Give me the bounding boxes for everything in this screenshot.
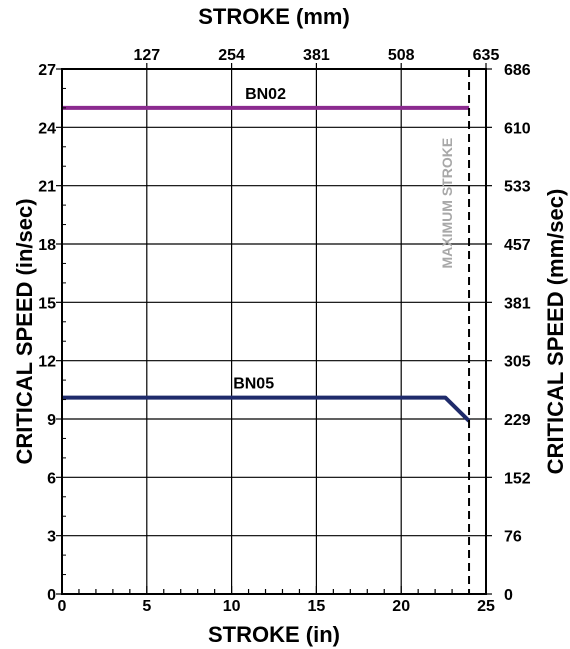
y-tick-label: 27	[38, 62, 56, 79]
x-tick-label: 25	[477, 598, 495, 615]
maximum-stroke-label: MAXIMUM STROKE	[439, 138, 455, 269]
series-line-bn05	[62, 395, 471, 423]
right-tick-label: 533	[504, 179, 531, 196]
y-tick-label: 6	[47, 470, 56, 487]
x-tick-label: 15	[308, 598, 326, 615]
y-axis-title: CRITICAL SPEED (in/sec)	[12, 198, 37, 464]
top-axis-title: STROKE (mm)	[198, 4, 350, 29]
x-tick-label: 0	[58, 598, 67, 615]
right-tick-labels: 0 76 152 229 305 381 457 533 610 686	[504, 62, 531, 604]
series-labels: BN02 BN05	[233, 86, 286, 393]
top-tick-labels: 127 254 381 508 635	[133, 47, 499, 64]
right-tick-label: 76	[504, 529, 522, 546]
y-tick-label: 21	[38, 179, 56, 196]
right-tick-label: 457	[504, 237, 531, 254]
x-tick-label: 5	[142, 598, 151, 615]
series-label-bn05: BN05	[233, 376, 274, 393]
x-tick-label: 20	[392, 598, 410, 615]
plot-frame	[61, 68, 487, 595]
y-tick-label: 12	[38, 354, 56, 371]
x-tick-labels: 0 5 10 15 20 25	[58, 598, 495, 615]
right-axis-title: CRITICAL SPEED (mm/sec)	[543, 189, 568, 475]
ticks	[56, 63, 492, 595]
x-tick-label: 10	[223, 598, 241, 615]
top-tick-label: 127	[133, 47, 160, 64]
top-tick-label: 508	[388, 47, 415, 64]
y-tick-labels: 0 3 6 9 12 15 18 21 24 27	[38, 62, 56, 604]
y-tick-label: 9	[47, 412, 56, 429]
y-tick-label: 0	[47, 587, 56, 604]
x-axis-title: STROKE (in)	[208, 622, 340, 647]
top-tick-label: 635	[473, 47, 500, 64]
right-tick-label: 0	[504, 587, 513, 604]
y-tick-label: 24	[38, 120, 56, 137]
right-tick-label: 686	[504, 62, 531, 79]
top-tick-label: 254	[218, 47, 245, 64]
y-tick-label: 15	[38, 295, 56, 312]
series-lines	[62, 105, 471, 423]
right-tick-label: 229	[504, 412, 531, 429]
y-tick-label: 3	[47, 529, 56, 546]
right-tick-label: 152	[504, 470, 531, 487]
y-tick-label: 18	[38, 237, 56, 254]
grid-lines	[62, 69, 486, 594]
right-tick-label: 305	[504, 354, 531, 371]
right-tick-label: 381	[504, 295, 531, 312]
right-tick-label: 610	[504, 120, 531, 137]
top-tick-label: 381	[303, 47, 330, 64]
series-label-bn02: BN02	[245, 86, 286, 103]
